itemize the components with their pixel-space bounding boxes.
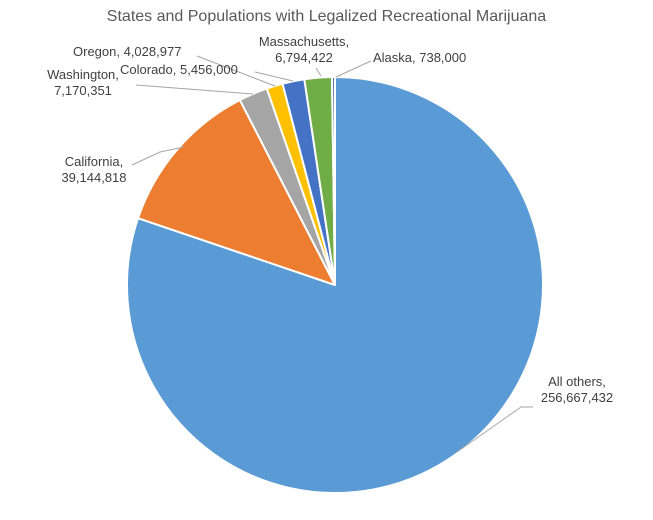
data-label-all-others-line2: 256,667,432 xyxy=(540,390,614,405)
data-label-oregon: Oregon, 4,028,977 xyxy=(73,44,181,60)
leader-line-oregon xyxy=(196,55,276,87)
data-label-massachusetts-line1: Massachusetts, xyxy=(258,34,350,49)
data-label-alaska: Alaska, 738,000 xyxy=(373,50,466,66)
leader-line-all-others xyxy=(456,406,533,453)
data-label-all-others-line1: All others, xyxy=(548,374,606,389)
leader-line-washington xyxy=(135,84,254,95)
data-label-alaska-text: Alaska, 738,000 xyxy=(373,50,467,65)
pie-slices-group xyxy=(126,75,544,494)
leader-line-alaska xyxy=(335,60,372,78)
data-label-all-others: All others, 256,667,432 xyxy=(532,374,622,406)
data-label-washington: Washington, 7,170,351 xyxy=(26,67,140,99)
pie-slice-california[interactable] xyxy=(137,99,336,286)
leader-lines-group xyxy=(131,55,533,453)
chart-title: States and Populations with Legalized Re… xyxy=(106,8,547,25)
data-label-washington-line2: 7,170,351 xyxy=(54,83,112,98)
data-label-washington-line1: Washington, xyxy=(47,67,119,82)
data-label-california: California, 39,144,818 xyxy=(50,154,138,186)
data-label-california-line2: 39,144,818 xyxy=(61,170,127,185)
data-label-oregon-text: Oregon, 4,028,977 xyxy=(73,44,182,59)
leader-line-massachusetts xyxy=(315,67,322,77)
data-label-colorado: Colorado, 5,456,000 xyxy=(120,62,238,78)
data-label-massachusetts-line2: 6,794,422 xyxy=(275,50,333,65)
leader-line-colorado xyxy=(254,71,294,82)
leader-line-california xyxy=(131,146,185,166)
data-label-colorado-text: Colorado, 5,456,000 xyxy=(120,62,238,77)
data-label-massachusetts: Massachusetts, 6,794,422 xyxy=(244,34,364,66)
data-label-california-line1: California, xyxy=(64,154,124,169)
pie-slice-alaska[interactable] xyxy=(330,75,336,286)
